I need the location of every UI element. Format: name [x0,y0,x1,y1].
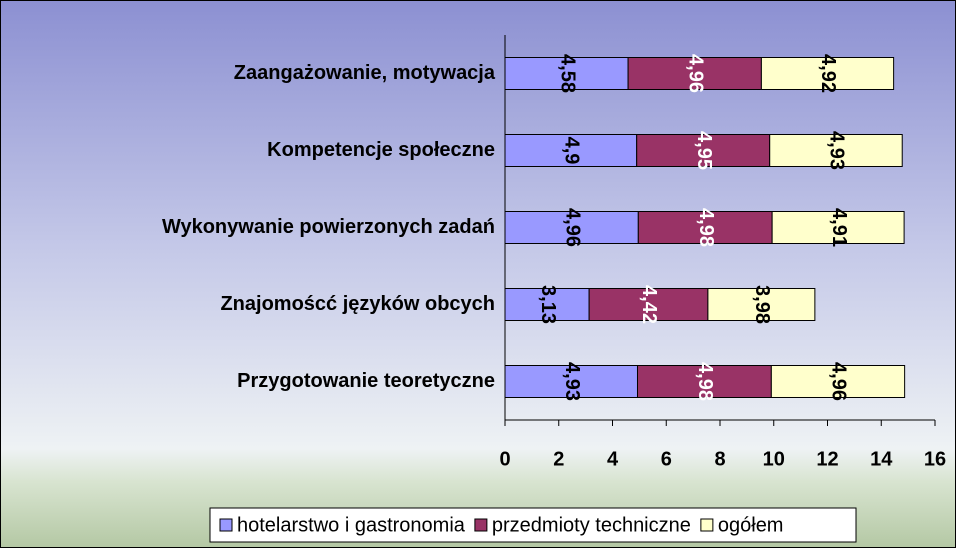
legend-label: przedmioty techniczne [492,514,691,536]
category-label: Zaangażowanie, motywacja [234,62,496,84]
category-label: Znajomoścć języków obcych [220,293,495,315]
x-tick-label: 0 [499,448,510,470]
legend-label: ogółem [718,514,784,536]
legend-marker [219,518,233,532]
category-label: Przygotowanie teoretyczne [237,370,495,392]
bar-segment [504,288,590,321]
legend [209,507,857,543]
value-label: 3,98 [751,285,773,324]
value-label: 3,13 [537,285,559,324]
x-tick-label: 4 [607,448,619,470]
bar-segment [588,288,709,321]
x-tick-label: 16 [924,448,946,470]
value-label: 4,96 [828,362,850,401]
x-tick-label: 6 [661,448,672,470]
bar-segment [769,134,903,167]
value-label: 4,91 [828,208,850,247]
bar-segment [636,134,771,167]
value-label: 4,93 [826,131,848,170]
value-label: 4,96 [561,208,583,247]
value-label: 4,92 [817,54,839,93]
x-tick-label: 10 [763,448,785,470]
legend-marker [700,518,714,532]
category-label: Kompetencje społeczne [267,139,495,161]
bar-segment [771,211,905,244]
value-label: 4,93 [561,362,583,401]
category-label: Wykonywanie powierzonych zadań [162,216,495,238]
x-tick-label: 8 [714,448,725,470]
value-label: 4,95 [693,131,715,170]
value-label: 4,9 [561,137,583,165]
value-label: 4,42 [638,285,660,324]
bar-segment [636,365,772,398]
legend-label: hotelarstwo i gastronomia [237,514,466,536]
bar-segment [504,57,629,90]
bar-segment [760,57,895,90]
value-label: 4,58 [556,54,578,93]
value-label: 4,98 [695,208,717,247]
x-tick-label: 12 [816,448,838,470]
x-tick-label: 2 [553,448,564,470]
bar-segment [707,288,816,321]
value-label: 4,98 [694,362,716,401]
legend-marker [474,518,488,532]
bar-segment [637,211,773,244]
value-label: 4,96 [684,54,706,93]
bar-segment [770,365,906,398]
x-tick-label: 14 [870,448,893,470]
